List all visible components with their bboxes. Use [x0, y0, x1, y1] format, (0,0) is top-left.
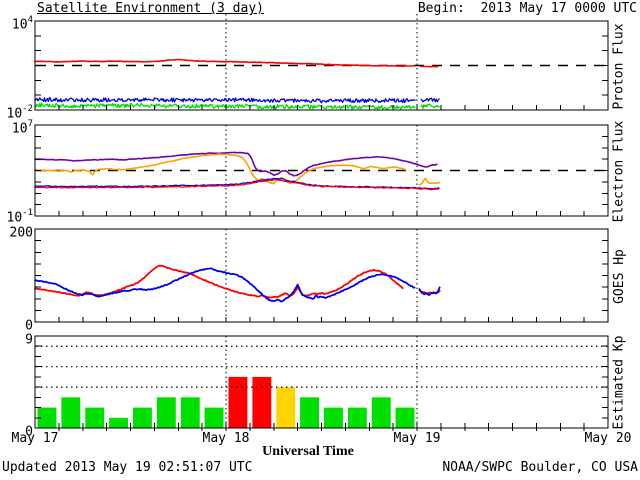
x-tick-may18: May 18: [202, 431, 250, 446]
hp-y-max-label: 200: [9, 225, 33, 241]
proton-y-min-label: 10-2: [6, 104, 34, 122]
x-axis-title: Universal Time: [262, 444, 354, 459]
begin-timestamp: Begin: 2013 May 17 0000 UTC: [417, 1, 637, 16]
panel-label-electron-flux: Electron Flux: [611, 120, 627, 222]
x-tick-may17: May 17: [11, 431, 59, 446]
kp-y-max-label: 9: [25, 332, 33, 348]
electron-y-min-label: 10-1: [6, 208, 34, 226]
updated-timestamp: Updated 2013 May 19 02:51:07 UTC: [2, 460, 253, 475]
credit-text: NOAA/SWPC Boulder, CO USA: [442, 460, 638, 475]
panel-label-goes-hp: GOES Hp: [611, 248, 627, 304]
panel-label-proton-flux: Proton Flux: [611, 22, 627, 110]
panel-label-estimated-kp: Estimated Kp: [611, 335, 627, 429]
hp-y-min-label: 0: [25, 318, 33, 334]
x-tick-may20: May 20: [584, 431, 632, 446]
x-tick-may19: May 19: [393, 431, 441, 446]
kp-y-min-label: 0: [25, 424, 33, 440]
proton-y-max-label: 104: [11, 15, 33, 33]
electron-y-max-label: 107: [11, 119, 33, 137]
plot-title: Satellite Environment (3 day): [37, 1, 264, 16]
